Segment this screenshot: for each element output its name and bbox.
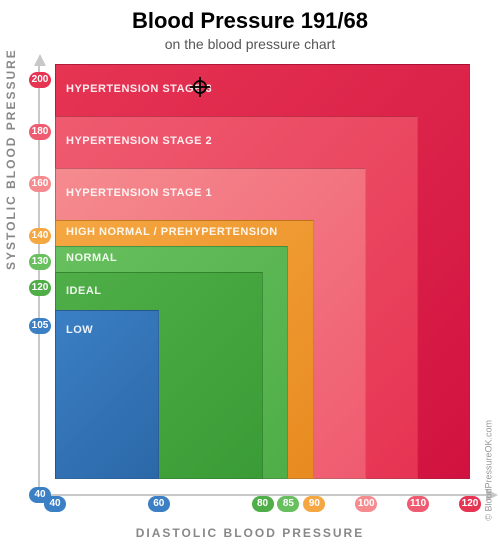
page-subtitle: on the blood pressure chart <box>0 36 500 52</box>
zone-label: NORMAL <box>66 252 117 264</box>
y-tick: 160 <box>29 176 51 192</box>
y-tick: 105 <box>29 318 51 334</box>
title-prefix: Blood Pressure <box>132 8 301 33</box>
x-tick: 85 <box>277 496 299 512</box>
x-tick: 120 <box>459 496 481 512</box>
zone-label: HYPERTENSION STAGE 1 <box>66 187 212 199</box>
x-axis-label: DIASTOLIC BLOOD PRESSURE <box>0 526 500 540</box>
zone-label: LOW <box>66 324 93 336</box>
y-axis-label: SYSTOLIC BLOOD PRESSURE <box>4 48 18 270</box>
page-title: Blood Pressure 191/68 <box>0 8 500 34</box>
zone-label: HIGH NORMAL / PREHYPERTENSION <box>66 226 278 238</box>
y-tick: 200 <box>29 72 51 88</box>
y-tick: 140 <box>29 228 51 244</box>
x-tick: 100 <box>355 496 377 512</box>
x-tick: 110 <box>407 496 429 512</box>
y-tick: 180 <box>29 124 51 140</box>
x-tick: 60 <box>148 496 170 512</box>
x-tick: 40 <box>44 496 66 512</box>
x-tick: 80 <box>252 496 274 512</box>
copyright-text: © BloodPressureOK.com <box>484 420 494 521</box>
reading-marker-icon <box>190 77 210 97</box>
zone-low: LOW <box>55 310 159 479</box>
y-tick: 130 <box>29 254 51 270</box>
x-tick: 90 <box>303 496 325 512</box>
title-block: Blood Pressure 191/68 on the blood press… <box>0 0 500 52</box>
y-tick: 120 <box>29 280 51 296</box>
bp-chart: HYPERTENSION STAGE 3HYPERTENSION STAGE 2… <box>55 64 470 479</box>
zone-label: HYPERTENSION STAGE 2 <box>66 135 212 147</box>
title-reading: 191/68 <box>301 8 368 33</box>
zone-label: IDEAL <box>66 285 102 297</box>
